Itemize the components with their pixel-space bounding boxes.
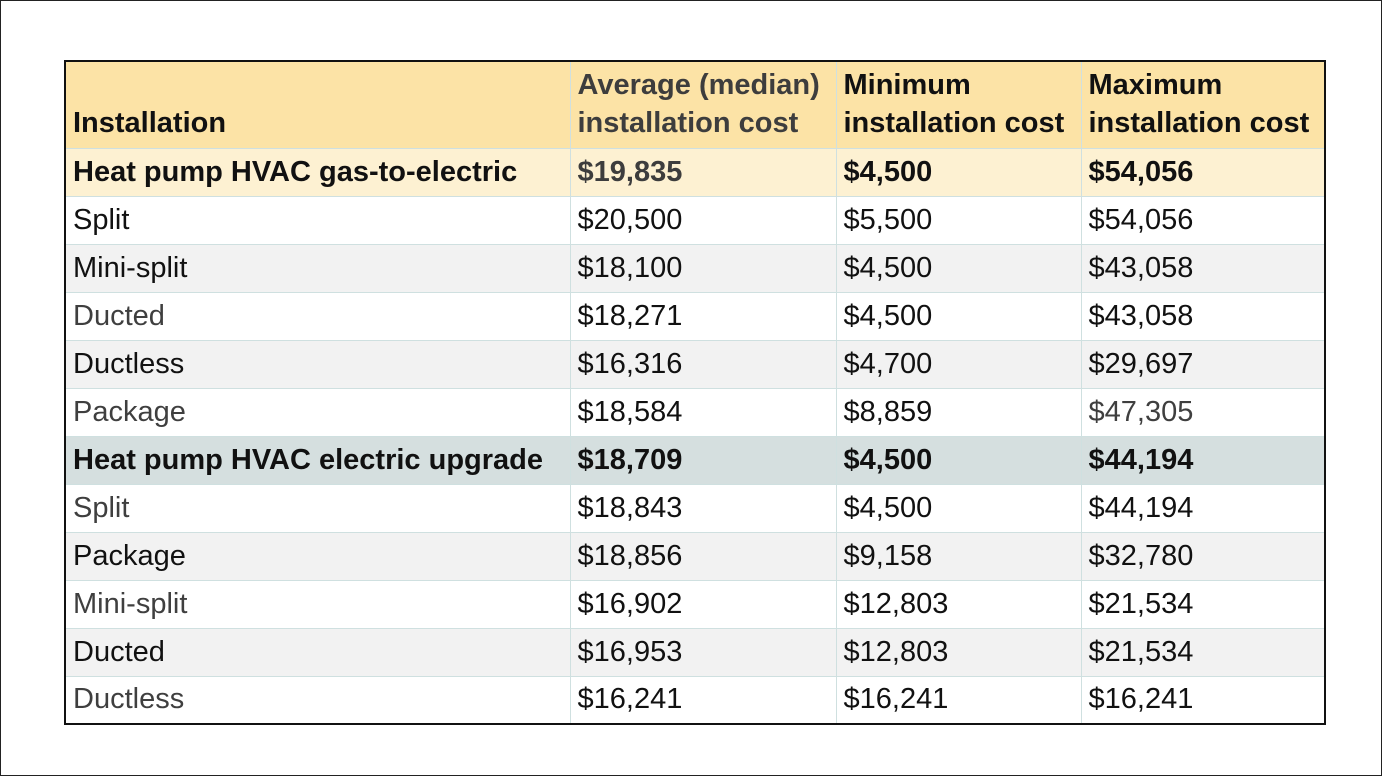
header-average-line2: installation cost: [577, 106, 799, 139]
installation-cell: Heat pump HVAC electric upgrade: [64, 435, 571, 485]
minimum-cost-cell: $16,241: [835, 675, 1082, 725]
header-maximum-line1: Maximum: [1088, 68, 1223, 101]
maximum-cost-cell: $47,305: [1080, 387, 1326, 437]
header-installation-label: Installation: [73, 106, 227, 139]
average-cost-cell: $18,271: [569, 291, 837, 341]
installation-cell: Ducted: [64, 291, 571, 341]
maximum-cost-cell: $32,780: [1080, 531, 1326, 581]
table-row: Split $18,843 $4,500 $44,194: [64, 483, 1326, 533]
maximum-cost-cell: $21,534: [1080, 579, 1326, 629]
header-installation: Installation: [64, 60, 571, 149]
installation-cell: Split: [64, 195, 571, 245]
average-cost-cell: $18,843: [569, 483, 837, 533]
header-minimum-line2: installation cost: [843, 106, 1065, 139]
installation-cell: Split: [64, 483, 571, 533]
header-average-line1: Average (median): [577, 68, 820, 101]
maximum-cost-cell: $21,534: [1080, 627, 1326, 677]
installation-cell: Mini-split: [64, 243, 571, 293]
installation-cell: Mini-split: [64, 579, 571, 629]
minimum-cost-cell: $4,500: [835, 291, 1082, 341]
group-row-electric-upgrade: Heat pump HVAC electric upgrade $18,709 …: [64, 435, 1326, 485]
table-row: Mini-split $18,100 $4,500 $43,058: [64, 243, 1326, 293]
average-cost-cell: $20,500: [569, 195, 837, 245]
header-average-cost: Average (median) installation cost: [569, 60, 837, 149]
average-cost-cell: $16,316: [569, 339, 837, 389]
maximum-cost-cell: $44,194: [1080, 435, 1326, 485]
installation-cost-table: Installation Average (median) installatio…: [64, 60, 1326, 725]
table-row: Ducted $16,953 $12,803 $21,534: [64, 627, 1326, 677]
average-cost-cell: $16,902: [569, 579, 837, 629]
maximum-cost-cell: $43,058: [1080, 291, 1326, 341]
header-minimum-cost: Minimum installation cost: [835, 60, 1082, 149]
installation-cell: Package: [64, 387, 571, 437]
minimum-cost-cell: $9,158: [835, 531, 1082, 581]
average-cost-cell: $18,856: [569, 531, 837, 581]
minimum-cost-cell: $12,803: [835, 627, 1082, 677]
minimum-cost-cell: $4,500: [835, 243, 1082, 293]
header-minimum-line1: Minimum: [843, 68, 971, 101]
average-cost-cell: $18,100: [569, 243, 837, 293]
average-cost-cell: $16,953: [569, 627, 837, 677]
minimum-cost-cell: $12,803: [835, 579, 1082, 629]
maximum-cost-cell: $29,697: [1080, 339, 1326, 389]
group-row-gas-to-electric: Heat pump HVAC gas-to-electric $19,835 $…: [64, 147, 1326, 197]
minimum-cost-cell: $4,500: [835, 435, 1082, 485]
minimum-cost-cell: $5,500: [835, 195, 1082, 245]
table-row: Mini-split $16,902 $12,803 $21,534: [64, 579, 1326, 629]
table-row: Ductless $16,316 $4,700 $29,697: [64, 339, 1326, 389]
header-row: Installation Average (median) installatio…: [64, 60, 1326, 149]
maximum-cost-cell: $54,056: [1080, 195, 1326, 245]
installation-cell: Package: [64, 531, 571, 581]
table-row: Ducted $18,271 $4,500 $43,058: [64, 291, 1326, 341]
installation-cell: Ducted: [64, 627, 571, 677]
installation-cell: Ductless: [64, 675, 571, 725]
maximum-cost-cell: $16,241: [1080, 675, 1326, 725]
minimum-cost-cell: $4,500: [835, 483, 1082, 533]
table-row: Package $18,584 $8,859 $47,305: [64, 387, 1326, 437]
average-cost-cell: $18,709: [569, 435, 837, 485]
installation-cell: Heat pump HVAC gas-to-electric: [64, 147, 571, 197]
header-maximum-cost: Maximum installation cost: [1080, 60, 1326, 149]
minimum-cost-cell: $4,500: [835, 147, 1082, 197]
average-cost-cell: $18,584: [569, 387, 837, 437]
average-cost-cell: $16,241: [569, 675, 837, 725]
header-maximum-line2: installation cost: [1088, 106, 1310, 139]
table-row: Package $18,856 $9,158 $32,780: [64, 531, 1326, 581]
maximum-cost-cell: $54,056: [1080, 147, 1326, 197]
table-row: Ductless $16,241 $16,241 $16,241: [64, 675, 1326, 725]
installation-cell: Ductless: [64, 339, 571, 389]
maximum-cost-cell: $44,194: [1080, 483, 1326, 533]
minimum-cost-cell: $8,859: [835, 387, 1082, 437]
table-row: Split $20,500 $5,500 $54,056: [64, 195, 1326, 245]
minimum-cost-cell: $4,700: [835, 339, 1082, 389]
average-cost-cell: $19,835: [569, 147, 837, 197]
maximum-cost-cell: $43,058: [1080, 243, 1326, 293]
